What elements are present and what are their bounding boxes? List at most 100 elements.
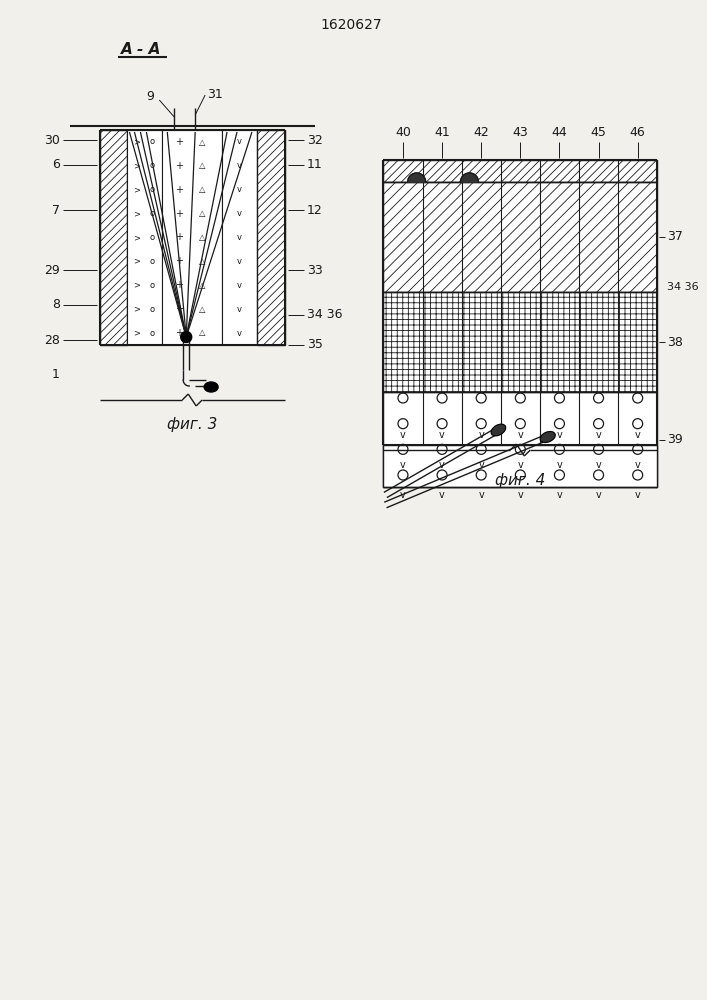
Text: 9: 9 <box>146 91 154 104</box>
Text: +: + <box>175 185 183 195</box>
Text: v: v <box>556 490 562 500</box>
Text: v: v <box>479 490 484 500</box>
Polygon shape <box>408 173 426 182</box>
Text: 39: 39 <box>667 433 683 446</box>
Text: v: v <box>479 430 484 440</box>
Text: 40: 40 <box>395 125 411 138</box>
Text: 30: 30 <box>44 133 60 146</box>
Text: v: v <box>237 257 242 266</box>
Text: 44: 44 <box>551 125 567 138</box>
Text: >: > <box>133 185 140 194</box>
Text: >: > <box>133 233 140 242</box>
Text: v: v <box>237 305 242 314</box>
Text: o: o <box>150 281 155 290</box>
Text: фиг. 3: фиг. 3 <box>167 418 217 432</box>
Text: 34 36: 34 36 <box>307 308 342 322</box>
Text: 38: 38 <box>667 336 683 349</box>
Text: v: v <box>596 490 602 500</box>
Text: v: v <box>237 185 242 194</box>
Text: 32: 32 <box>307 133 322 146</box>
Text: +: + <box>175 232 183 242</box>
Text: >: > <box>133 209 140 218</box>
Text: v: v <box>237 161 242 170</box>
Text: o: o <box>150 137 155 146</box>
Bar <box>383 160 658 182</box>
Bar <box>127 130 163 345</box>
Text: +: + <box>175 137 183 147</box>
Text: v: v <box>237 137 242 146</box>
Text: >: > <box>133 257 140 266</box>
Text: v: v <box>518 490 523 500</box>
Text: △: △ <box>199 233 206 242</box>
Text: v: v <box>400 490 406 500</box>
Ellipse shape <box>540 431 555 443</box>
Text: △: △ <box>199 305 206 314</box>
Text: 41: 41 <box>434 125 450 138</box>
Text: 7: 7 <box>52 204 60 217</box>
Text: 12: 12 <box>307 204 322 217</box>
Text: v: v <box>439 490 445 500</box>
Bar <box>163 130 222 345</box>
Text: 35: 35 <box>307 338 322 352</box>
Text: 1620627: 1620627 <box>321 18 382 32</box>
Bar <box>383 182 658 292</box>
Ellipse shape <box>491 424 506 436</box>
Bar <box>222 130 257 345</box>
Text: △: △ <box>199 257 206 266</box>
Text: v: v <box>518 460 523 470</box>
Text: o: o <box>150 328 155 338</box>
Text: +: + <box>175 161 183 171</box>
Text: o: o <box>150 305 155 314</box>
Text: v: v <box>635 430 641 440</box>
Text: △: △ <box>199 161 206 170</box>
Text: >: > <box>133 161 140 170</box>
Text: v: v <box>596 430 602 440</box>
Text: v: v <box>596 460 602 470</box>
Bar <box>383 292 658 392</box>
Text: 6: 6 <box>52 158 60 172</box>
Bar <box>383 392 658 487</box>
Text: 8: 8 <box>52 298 60 312</box>
Text: o: o <box>150 233 155 242</box>
Text: o: o <box>150 185 155 194</box>
Text: +: + <box>175 304 183 314</box>
Text: >: > <box>133 137 140 146</box>
Text: +: + <box>175 256 183 266</box>
Text: v: v <box>556 460 562 470</box>
Bar <box>383 445 658 487</box>
Circle shape <box>181 332 192 342</box>
Text: v: v <box>439 460 445 470</box>
Text: △: △ <box>199 328 206 338</box>
Text: +: + <box>175 209 183 219</box>
Text: v: v <box>237 209 242 218</box>
Text: 33: 33 <box>307 263 322 276</box>
Text: v: v <box>237 233 242 242</box>
Text: v: v <box>400 460 406 470</box>
Bar <box>100 130 127 345</box>
Text: А - А: А - А <box>121 42 162 57</box>
Text: 31: 31 <box>207 89 223 102</box>
Text: 1: 1 <box>52 368 60 381</box>
Text: v: v <box>556 430 562 440</box>
Text: >: > <box>133 305 140 314</box>
Text: o: o <box>150 257 155 266</box>
Text: >: > <box>133 328 140 338</box>
Polygon shape <box>460 173 479 182</box>
Text: +: + <box>175 328 183 338</box>
Text: 46: 46 <box>630 125 645 138</box>
Text: 34 36: 34 36 <box>667 282 699 292</box>
Text: v: v <box>635 460 641 470</box>
Bar <box>257 130 285 345</box>
Text: v: v <box>439 430 445 440</box>
Text: 43: 43 <box>513 125 528 138</box>
Text: 37: 37 <box>667 231 683 243</box>
Text: v: v <box>237 281 242 290</box>
Text: v: v <box>635 490 641 500</box>
Text: o: o <box>150 209 155 218</box>
Text: △: △ <box>199 209 206 218</box>
Text: +: + <box>175 280 183 290</box>
Text: 28: 28 <box>44 334 60 347</box>
Ellipse shape <box>204 382 218 392</box>
Text: △: △ <box>199 281 206 290</box>
Text: o: o <box>150 161 155 170</box>
